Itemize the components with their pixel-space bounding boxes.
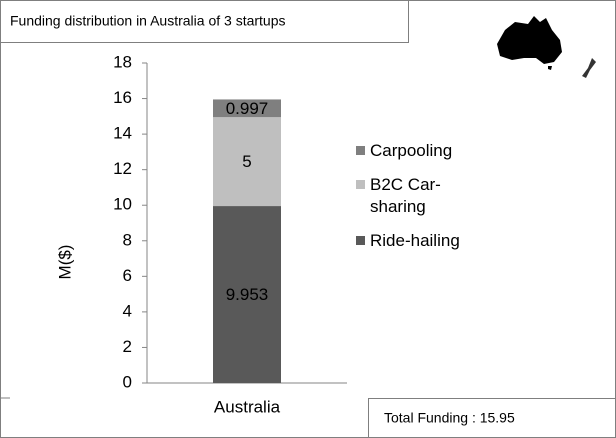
y-tick-label: 2	[123, 337, 132, 356]
data-label: 5	[242, 152, 251, 171]
legend-label: Carpooling	[370, 141, 453, 160]
y-tick-label: 16	[113, 88, 132, 107]
bar-segment	[213, 206, 281, 383]
data-label: 0.997	[226, 99, 269, 118]
legend-label: B2C Car-sharing	[370, 175, 441, 216]
x-tick-label: Australia	[214, 397, 281, 416]
legend-item: Ride-hailing	[356, 230, 496, 252]
y-tick-label: 4	[123, 301, 132, 320]
data-label: 9.953	[226, 285, 269, 304]
legend-swatch	[356, 236, 365, 245]
y-tick-label: 10	[113, 195, 132, 214]
y-axis-label: M($)	[55, 245, 74, 280]
legend-swatch	[356, 180, 365, 189]
y-tick-label: 18	[113, 52, 132, 71]
legend-item: Carpooling	[356, 140, 496, 162]
annotation: Total Funding : 15.95	[384, 410, 515, 426]
y-tick-label: 14	[113, 124, 132, 143]
legend: Carpooling B2C Car-sharing Ride-hailing	[356, 140, 496, 264]
legend-item: B2C Car-sharing	[356, 174, 496, 218]
y-tick-label: 8	[123, 230, 132, 249]
tasmania	[548, 66, 552, 70]
new-zealand	[582, 58, 596, 78]
y-tick-label: 12	[113, 159, 132, 178]
y-tick-label: 0	[123, 372, 132, 391]
australia-map	[497, 16, 562, 64]
legend-label: Ride-hailing	[370, 231, 460, 250]
title-box	[0, 0, 409, 43]
bar-segment	[213, 99, 281, 118]
y-tick-label: 6	[123, 266, 132, 285]
chart-title: Funding distribution in Australia of 3 s…	[10, 13, 286, 29]
bar-segment	[213, 117, 281, 207]
legend-swatch	[356, 146, 365, 155]
